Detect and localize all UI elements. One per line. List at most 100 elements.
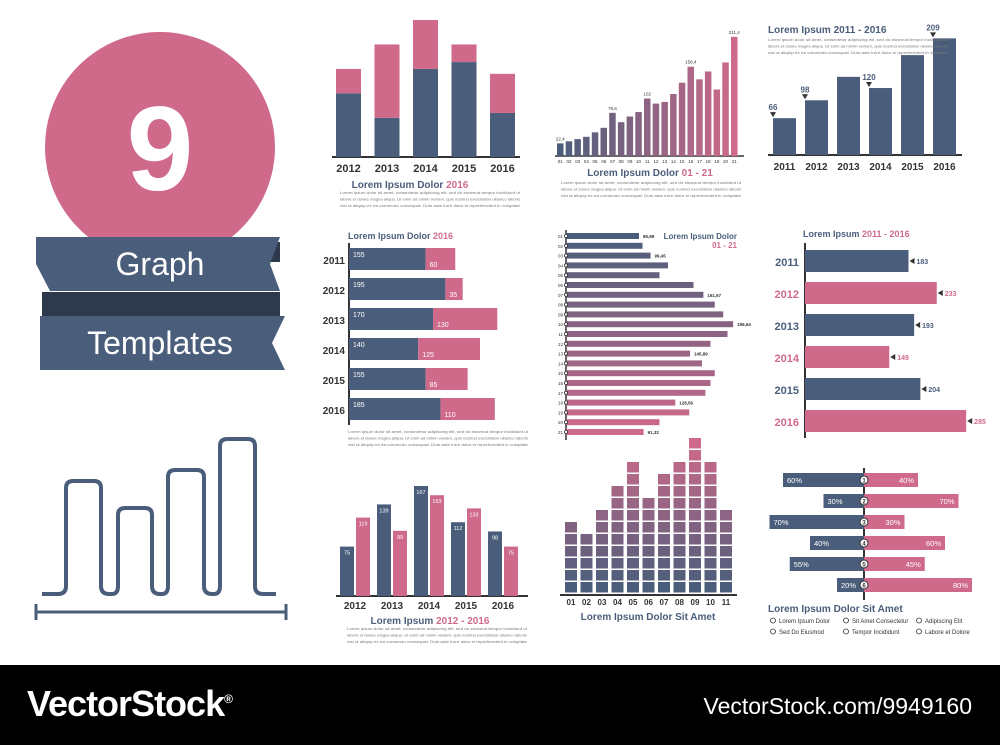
c5-bar [566, 301, 715, 308]
c2-tick-label: 02 [566, 159, 572, 164]
c6-tick-label: 2016 [775, 417, 799, 429]
c2-bar [644, 98, 651, 156]
c10-node-label: 3 [862, 521, 866, 527]
c9-block [689, 582, 701, 593]
c9-block [689, 510, 701, 521]
c9-block [704, 522, 717, 533]
c2-tick-label: 11 [645, 159, 650, 164]
c5-axis-dot [564, 273, 569, 278]
c9-block [642, 498, 655, 509]
c8-label-b: 153 [432, 499, 441, 505]
c5-axis-dot [564, 302, 569, 307]
c9-block [673, 558, 686, 569]
c3-tick-label: 2015 [901, 162, 924, 173]
c5-axis-dot [564, 429, 569, 434]
c2-tick-label: 16 [688, 159, 694, 164]
c4-tick-label: 2014 [323, 346, 346, 357]
c9-block [627, 546, 639, 557]
c9-block [565, 534, 577, 545]
c4-bar-right [445, 278, 463, 300]
c9-block [673, 534, 686, 545]
c5-title: Lorem Ipsum Dolor [664, 232, 737, 241]
c9-block [658, 498, 670, 509]
c4-tick-label: 2012 [323, 286, 346, 297]
c6-title: Lorem Ipsum 2011 - 2016 [803, 229, 910, 239]
c8-label-a: 139 [379, 508, 388, 514]
c4-bar-left [349, 278, 446, 300]
c9-tick-label: 03 [598, 598, 607, 607]
c9-block [580, 546, 593, 557]
c8-bar-a [377, 504, 391, 596]
body-text-line: labore et dolore magna aliqua. Ut enim a… [768, 44, 948, 49]
c9-tick-label: 10 [706, 598, 715, 607]
c9-block [704, 582, 717, 593]
c9-title: Lorem Ipsum Dolor Sit Amet [581, 612, 716, 623]
c4-value-left: 185 [353, 402, 365, 409]
c5-axis-dot [564, 292, 569, 297]
c5-data-label: 91,32 [648, 430, 660, 435]
c9-tick-label: 11 [722, 598, 731, 607]
c1-tick-label: 2013 [375, 163, 399, 175]
body-text-line: Lorem ipsum dolor sit amet, consectetur … [768, 37, 949, 42]
c4-value-right: 85 [430, 382, 438, 389]
c5-bar [566, 282, 694, 288]
c6-marker [937, 290, 943, 296]
c10-axis-node [859, 538, 869, 548]
c4-title: Lorem Ipsum Dolor 2016 [348, 231, 453, 241]
c10-legend-item: Sit Amet Consectetur [852, 619, 908, 625]
chart-1-stacked-columns: Lorem Ipsum Dolor 2016 2012 2013 2014 2015 2… [332, 20, 520, 191]
c10-bar-right [864, 536, 945, 550]
c3-tick-label: 2014 [869, 162, 892, 173]
c9-block [673, 474, 686, 485]
c5-tick-label: 03 [558, 254, 564, 259]
c1-bar-lower [413, 68, 438, 157]
c6-bar [805, 314, 915, 336]
c4-value-left: 195 [353, 282, 365, 289]
c10-bar-right [864, 578, 972, 592]
c9-block [611, 510, 624, 521]
footer-brand: VectorStock® [27, 683, 233, 724]
c9-block [689, 522, 701, 533]
c5-tick-label: 09 [558, 312, 564, 317]
c10-value-right: 40% [899, 476, 914, 485]
c5-axis-dot [564, 253, 569, 258]
c5-axis-dot [564, 420, 569, 425]
c9-block [580, 582, 593, 593]
c5-tick-label: 04 [558, 263, 564, 268]
c2-bar [731, 36, 738, 156]
c8-label-b: 133 [469, 512, 478, 518]
c2-bar [713, 89, 721, 156]
c2-tick-label: 21 [732, 159, 738, 164]
c9-block [611, 486, 624, 497]
c9-block [704, 462, 717, 473]
c9-block [689, 462, 701, 473]
c9-block [689, 438, 701, 449]
c9-tick-label: 01 [567, 598, 576, 607]
c3-bar [773, 118, 796, 155]
c10-legend-marker [843, 628, 849, 635]
c9-block [720, 522, 732, 533]
body-text-line: Lorem ipsum dolor sit amet, consectetur … [348, 429, 529, 434]
c6-data-label: 285 [974, 419, 986, 426]
c6-marker [915, 322, 921, 328]
c9-block [673, 462, 686, 473]
c9-block [611, 558, 624, 569]
c2-tick-label: 17 [697, 159, 703, 164]
c9-tick-label: 04 [613, 598, 622, 607]
c6-tick-label: 2011 [775, 257, 799, 269]
c9-block [658, 486, 670, 497]
c6-bar [805, 250, 909, 272]
c8-bar-b [467, 508, 481, 596]
c5-tick-label: 19 [558, 410, 564, 415]
c3-tick-label: 2016 [933, 162, 956, 173]
c2-tick-label: 05 [593, 159, 599, 164]
c2-bar [557, 143, 564, 156]
c2-tick-label: 08 [619, 159, 625, 164]
c9-block [704, 534, 717, 545]
c9-block [689, 534, 701, 545]
c4-value-right: 130 [437, 322, 449, 329]
c9-block [689, 570, 701, 581]
c5-axis-dot [564, 390, 569, 395]
c2-data-label: 158,4 [685, 60, 697, 65]
c5-bar [566, 350, 691, 357]
